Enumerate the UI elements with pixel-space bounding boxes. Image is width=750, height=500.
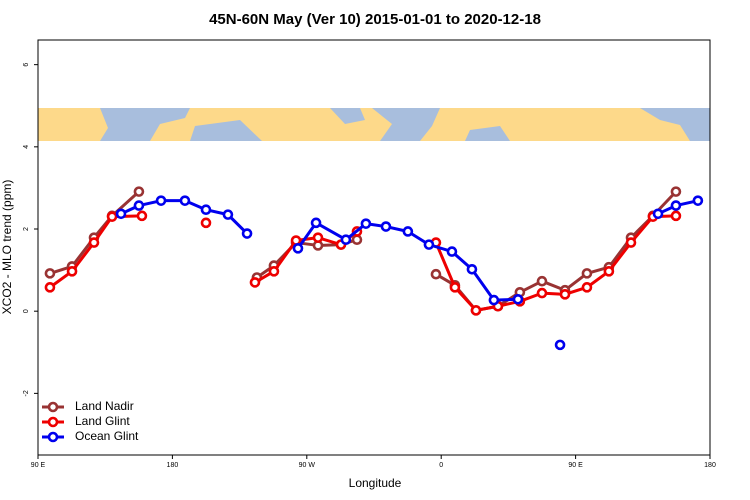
- x-tick-label: 90 W: [299, 462, 316, 469]
- x-tick-label: 90 E: [31, 462, 46, 469]
- data-point: [106, 211, 118, 222]
- data-point: [351, 234, 363, 245]
- data-point: [449, 282, 461, 293]
- data-point: [559, 289, 571, 300]
- data-point: [222, 209, 234, 220]
- data-point: [581, 268, 593, 279]
- data-point: [200, 217, 212, 229]
- x-tick-label: 180: [167, 462, 179, 469]
- legend-label: Ocean Glint: [75, 429, 139, 443]
- y-tick-label: 0: [23, 309, 30, 313]
- y-tick-label: 4: [23, 145, 30, 149]
- legend-marker: [47, 416, 59, 428]
- y-tick-label: 2: [23, 227, 30, 231]
- x-tick-label: 90 E: [568, 462, 583, 469]
- data-point: [66, 266, 78, 277]
- legend-marker: [47, 401, 59, 413]
- data-point: [603, 266, 615, 277]
- data-point: [268, 266, 280, 277]
- map-ocean: [465, 126, 510, 141]
- data-point: [340, 234, 352, 245]
- map-ocean: [330, 108, 365, 124]
- data-point: [133, 186, 145, 197]
- x-tick-label: 0: [439, 462, 443, 469]
- data-point: [430, 268, 442, 280]
- data-point: [652, 208, 664, 220]
- plot-frame: [37, 39, 711, 456]
- y-axis-label: XCO2 - MLO trend (ppm): [0, 180, 14, 315]
- data-point: [179, 195, 191, 206]
- data-point: [670, 186, 682, 197]
- data-point: [470, 305, 482, 316]
- data-point: [155, 195, 167, 206]
- data-point: [488, 294, 500, 306]
- map-ocean: [190, 120, 262, 141]
- data-point: [536, 275, 548, 287]
- data-point: [625, 237, 637, 248]
- map-strip: [38, 108, 710, 141]
- data-point: [466, 263, 478, 275]
- x-axis-label: Longitude: [349, 476, 402, 490]
- data-point: [446, 246, 458, 257]
- data-point: [692, 195, 704, 206]
- x-tick-label: 180: [704, 462, 716, 469]
- data-point: [115, 208, 127, 220]
- data-point: [670, 210, 682, 222]
- series-line: [120, 199, 699, 302]
- data-point: [200, 204, 212, 215]
- map-ocean: [640, 108, 710, 141]
- data-point: [360, 218, 372, 229]
- data-point: [380, 221, 392, 232]
- data-point: [310, 217, 322, 229]
- data-point: [44, 268, 56, 279]
- data-point: [554, 339, 566, 351]
- map-ocean: [372, 108, 440, 141]
- data-point: [44, 282, 56, 293]
- data-point: [670, 200, 682, 211]
- data-point: [88, 237, 100, 248]
- data-point: [536, 287, 548, 299]
- data-point: [249, 277, 261, 288]
- data-point: [512, 293, 524, 305]
- series-line: [49, 190, 678, 312]
- legend-label: Land Nadir: [75, 399, 134, 413]
- chart-title: 45N-60N May (Ver 10) 2015-01-01 to 2020-…: [209, 11, 541, 28]
- series-line: [49, 214, 677, 312]
- data-point: [312, 232, 324, 243]
- y-tick-label: 6: [23, 63, 30, 67]
- data-point: [136, 210, 148, 222]
- y-tick-label: -2: [23, 390, 30, 396]
- data-point: [581, 282, 593, 293]
- data-point: [241, 228, 253, 239]
- legend-marker: [47, 431, 59, 443]
- data-point: [402, 226, 414, 237]
- data-point: [133, 200, 145, 211]
- map-ocean: [100, 108, 190, 141]
- legend-label: Land Glint: [75, 414, 130, 428]
- data-point: [423, 239, 435, 250]
- data-point: [292, 243, 304, 254]
